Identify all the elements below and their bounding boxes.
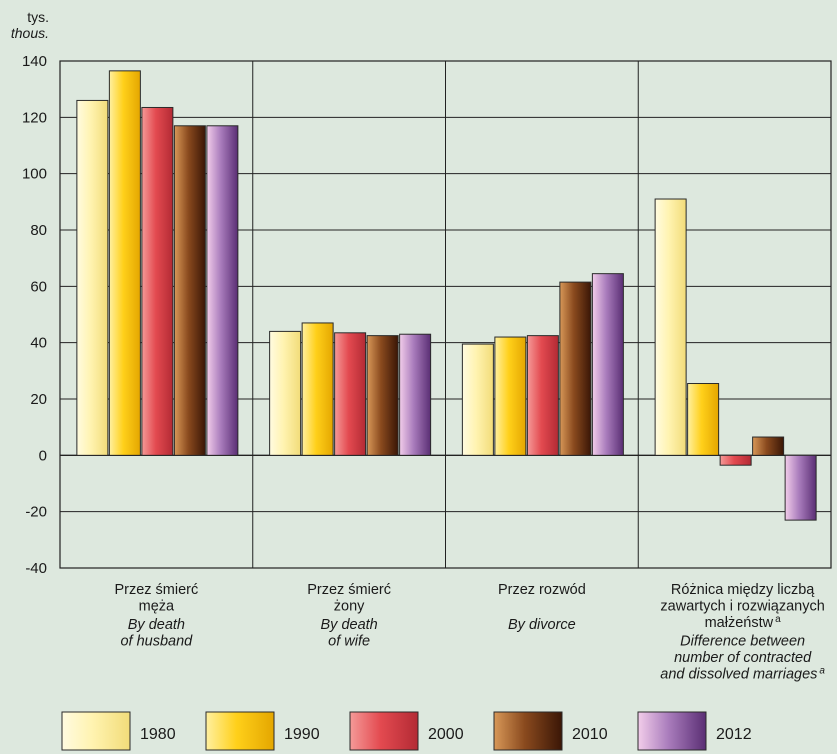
category-label-en: of wife: [328, 634, 370, 650]
y-tick-label: 120: [22, 109, 47, 126]
legend-label-2010: 2010: [572, 726, 608, 743]
bar-1990-cat4: [687, 383, 720, 456]
category-label-pl: Przez rozwód: [498, 582, 586, 598]
legend-swatch-2012: [637, 711, 707, 751]
y-tick-label: -20: [25, 504, 47, 521]
bar-1980-cat1: [76, 99, 109, 456]
category-label-pl: Przez śmierć: [114, 582, 198, 598]
category-label-pl: męża: [139, 599, 175, 615]
bar-2012-cat1: [206, 125, 239, 456]
y-tick-label: 20: [30, 391, 47, 408]
bar-1990-cat3: [494, 336, 527, 456]
legend-swatch-2010: [493, 711, 563, 751]
bar-2000-cat3: [526, 335, 559, 456]
bar-1990-cat1: [108, 70, 141, 456]
category-label-en: of husband: [120, 634, 193, 650]
bar-2010-cat2: [366, 335, 399, 456]
bar-2012-cat2: [399, 333, 432, 456]
y-tick-label: 60: [30, 278, 47, 295]
bar-2010-cat4: [752, 436, 785, 456]
bar-2012-cat3: [591, 273, 624, 456]
bar-2010-cat3: [559, 281, 592, 456]
y-unit-en: thous.: [11, 25, 49, 41]
category-label-pl: małżeństw a: [705, 614, 782, 631]
legend-swatch-1980: [61, 711, 131, 751]
legend-label-2000: 2000: [428, 726, 464, 743]
y-tick-label: 0: [39, 447, 47, 464]
y-tick-label: 100: [22, 166, 47, 183]
bar-1980-cat3: [461, 343, 494, 456]
category-label-en: and dissolved marriages a: [660, 666, 825, 683]
y-unit-pl: tys.: [27, 9, 49, 25]
y-tick-label: 140: [22, 53, 47, 70]
legend-swatch-1990: [205, 711, 275, 751]
y-tick-label: 40: [30, 335, 47, 352]
category-label-en: Difference between: [680, 634, 805, 650]
category-label-en: By death: [128, 617, 185, 633]
category-label-pl: żony: [334, 599, 365, 615]
bar-2010-cat1: [173, 125, 206, 456]
legend-label-1980: 1980: [140, 726, 176, 743]
bar-2012-cat4: [784, 454, 817, 521]
category-label-pl: zawartych i rozwiązanych: [660, 599, 824, 615]
legend-label-2012: 2012: [716, 726, 752, 743]
y-tick-label: 80: [30, 222, 47, 239]
bar-2000-cat4: [719, 454, 752, 466]
legend-label-1990: 1990: [284, 726, 320, 743]
bar-1980-cat4: [654, 198, 687, 456]
bar-2000-cat2: [334, 332, 367, 456]
bar-1990-cat2: [301, 322, 334, 456]
y-tick-label: -40: [25, 560, 47, 577]
legend-swatch-2000: [349, 711, 419, 751]
category-label-pl: Różnica między liczbą: [671, 582, 815, 598]
category-label-en: number of contracted: [674, 650, 812, 666]
category-label-en: By death: [321, 617, 378, 633]
bar-2000-cat1: [141, 106, 174, 456]
bar-1980-cat2: [269, 330, 302, 456]
category-label-pl: Przez śmierć: [307, 582, 391, 598]
category-label-en: By divorce: [508, 617, 576, 633]
